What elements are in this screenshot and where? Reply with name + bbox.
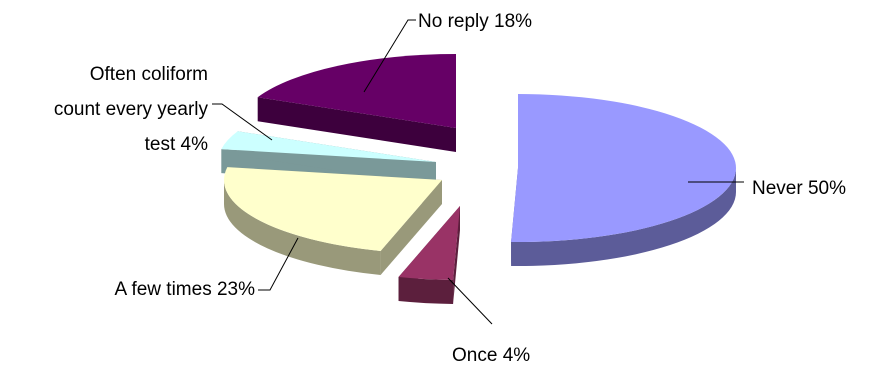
leader-line-often bbox=[212, 103, 273, 141]
slice-label-once: Once 4% bbox=[452, 345, 530, 366]
leader-line-noreply bbox=[363, 19, 416, 93]
pie-slice-tops bbox=[221, 54, 737, 280]
slice-label-never: Never 50% bbox=[752, 178, 846, 199]
slice-rim-never-0 bbox=[511, 168, 736, 266]
pie-slice-noreply bbox=[257, 54, 456, 128]
pie-slice-once bbox=[398, 206, 460, 280]
slice-label-often: Often coliform count every yearly test 4% bbox=[54, 64, 209, 155]
slice-rim-few-0 bbox=[224, 180, 381, 276]
leader-lines bbox=[212, 19, 744, 325]
pie-slice-never bbox=[511, 94, 737, 242]
pie-slice-often bbox=[221, 131, 436, 162]
slice-wall-noreply-0 bbox=[257, 97, 456, 152]
slice-rim-once-0 bbox=[398, 277, 454, 304]
leader-line-few bbox=[258, 237, 299, 291]
slice-wall-few-0 bbox=[380, 180, 442, 276]
slice-labels: Never 50% Once 4% A few times 23% Often col… bbox=[54, 11, 846, 366]
slice-label-noreply: No reply 18% bbox=[418, 11, 532, 32]
slice-label-few: A few times 23% bbox=[115, 279, 256, 300]
leader-line-once bbox=[447, 277, 493, 325]
pie-slice-few bbox=[223, 167, 442, 252]
